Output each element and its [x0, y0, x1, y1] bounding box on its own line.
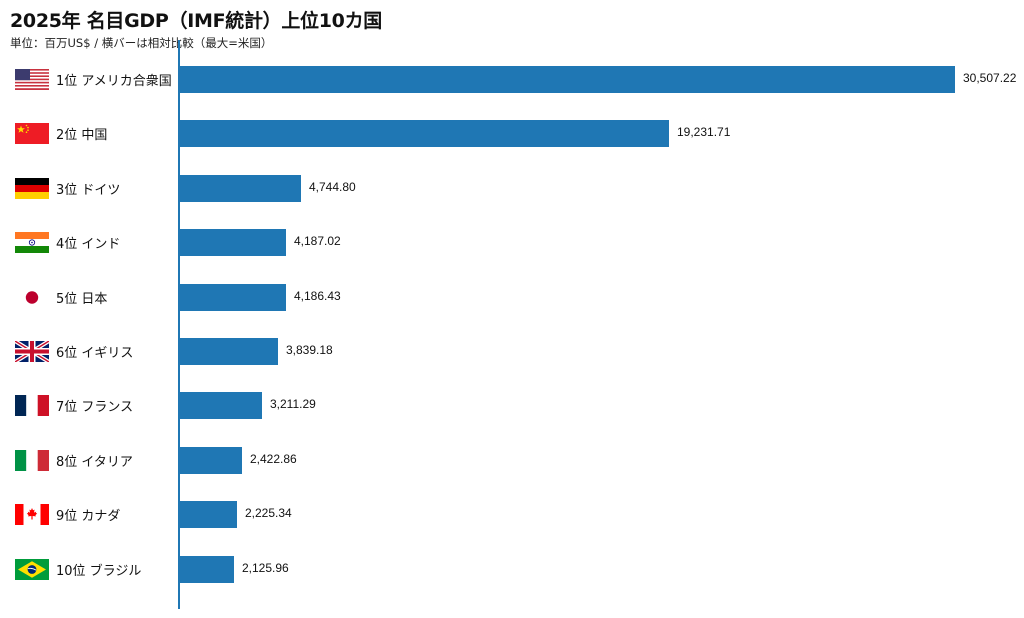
value-label: 4,187.02: [294, 234, 341, 249]
india-flag-icon: [15, 232, 49, 254]
chart-row: 10位 ブラジル 2,125.96: [0, 555, 1024, 583]
value-label: 3,211.29: [270, 397, 316, 412]
japan-flag-icon: [15, 287, 49, 308]
bar: [180, 392, 262, 420]
category-label: 6位 イギリス: [56, 346, 134, 361]
chart-row: 8位 イタリア 2,422.86: [0, 446, 1024, 474]
value-label: 2,125.96: [242, 560, 289, 575]
bar: [180, 555, 234, 583]
chart-title: 2025年 名目GDP（IMF統計）上位10カ国: [10, 10, 382, 32]
category-label: 5位 日本: [56, 291, 108, 307]
category-label: 9位 カナダ: [56, 509, 121, 525]
value-label: 30,507.22: [963, 71, 1017, 85]
value-label: 2,422.86: [250, 451, 297, 466]
value-label: 2,225.34: [245, 506, 292, 521]
bar: [180, 501, 237, 529]
chart-row: 5位 日本 4,186.43: [0, 283, 1024, 311]
category-label: 2位 中国: [56, 128, 108, 144]
bar: [180, 446, 242, 474]
value-label: 4,744.80: [309, 179, 356, 194]
bar: [180, 174, 301, 202]
chart-row: 6位 イギリス 3,839.18: [0, 338, 1024, 365]
bar: [180, 338, 278, 365]
chart-subtitle: 単位：百万US$ / 横バーは相対比較（最大=米国）: [10, 36, 273, 50]
bar: [180, 283, 286, 311]
chart-row: 3位 ドイツ 4,744.80: [0, 174, 1024, 202]
chart-row: 7位 フランス 3,211.29: [0, 392, 1024, 420]
category-label: 8位 イタリア: [56, 454, 133, 470]
category-label: 7位 フランス: [56, 400, 134, 416]
uk-flag-icon: [13, 339, 51, 364]
value-label: 3,839.18: [286, 343, 333, 357]
bar: [180, 229, 286, 257]
france-flag-icon: [15, 395, 49, 417]
chart-row: 1位 アメリカ合衆国 30,507.22: [0, 66, 1024, 93]
y-axis-line: [178, 40, 180, 609]
value-label: 19,231.71: [677, 125, 731, 140]
chart-row: 2位 中国 19,231.71: [0, 120, 1024, 148]
category-label: 4位 インド: [56, 237, 121, 253]
canada-flag-icon: [15, 504, 49, 526]
china-flag-icon: [15, 123, 49, 145]
us-flag-icon: [15, 69, 49, 90]
bar: [180, 66, 955, 93]
brazil-flag-icon: [15, 558, 49, 580]
bar: [180, 120, 669, 148]
category-label: 3位 ドイツ: [56, 182, 121, 198]
chart-row: 9位 カナダ 2,225.34: [0, 501, 1024, 529]
value-label: 4,186.43: [294, 288, 341, 303]
category-label: 10位 ブラジル: [56, 563, 142, 579]
category-label: 1位 アメリカ合衆国: [56, 74, 172, 89]
germany-flag-icon: [15, 177, 49, 199]
chart-row: 4位 インド 4,187.02: [0, 229, 1024, 257]
italy-flag-icon: [15, 449, 49, 471]
